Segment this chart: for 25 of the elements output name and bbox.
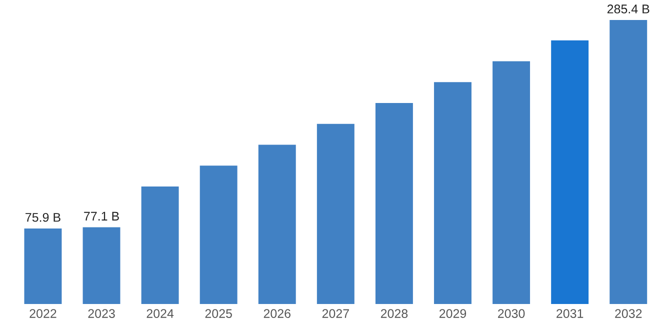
x-tick-label: 2029 [439, 309, 466, 318]
bar [258, 144, 296, 304]
bar [200, 166, 238, 304]
x-tick-label: 2022 [30, 309, 56, 318]
x-tick-label: 2024 [146, 309, 174, 318]
bar [551, 40, 589, 304]
bar [375, 103, 413, 304]
bar [316, 124, 354, 304]
x-tick-label: 2028 [380, 309, 408, 318]
data-label: 75.9 B [26, 212, 60, 222]
bar [610, 20, 648, 304]
bar [434, 82, 472, 304]
bar [82, 227, 120, 304]
data-label: 285.4 B [607, 4, 650, 14]
x-tick-label: 2025 [205, 309, 232, 318]
x-tick-label: 2026 [264, 309, 290, 318]
x-tick-label: 2032 [615, 309, 642, 318]
bar [141, 186, 179, 304]
bar [492, 61, 530, 304]
x-tick-label: 2023 [88, 309, 115, 318]
bar [24, 228, 62, 304]
x-tick-label: 2027 [322, 309, 349, 318]
data-label: 77.1 B [84, 212, 119, 220]
x-tick-label: 2031 [556, 309, 584, 318]
x-tick-label: 2030 [498, 309, 525, 318]
